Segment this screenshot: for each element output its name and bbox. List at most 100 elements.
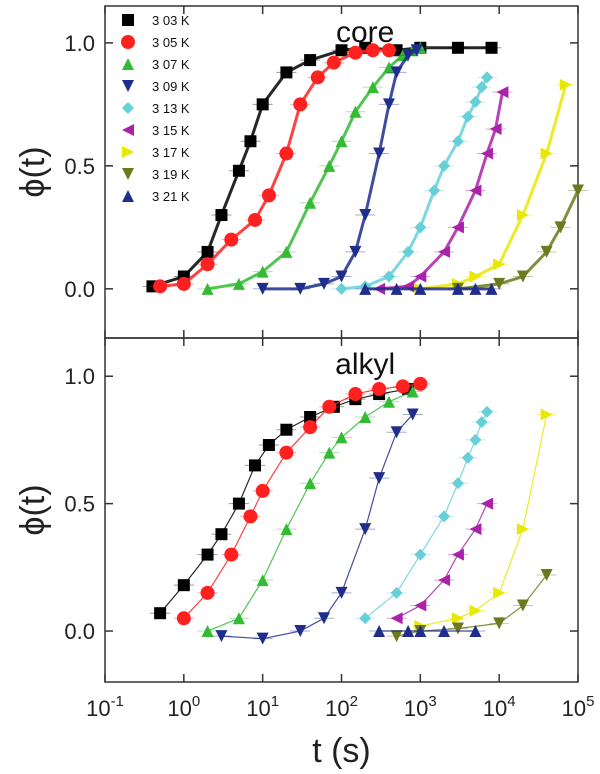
data-point [410,44,423,57]
x-tick-label: 103 [404,693,437,721]
data-point [395,379,410,394]
data-point [414,221,427,234]
data-point [451,477,464,490]
data-point [428,184,441,197]
data-point [318,612,331,625]
data-point [493,617,506,630]
data-point [294,282,307,295]
data-point [359,523,372,536]
legend-marker [121,35,135,49]
data-point [381,43,396,58]
legend-label: 3 19 K [152,167,190,182]
data-point [215,528,228,541]
data-point [390,426,403,439]
data-point [359,282,372,295]
series-line [364,411,488,619]
data-point [322,399,337,414]
data-point [469,625,482,638]
data-point [249,459,262,472]
data-point [480,405,493,418]
data-point [516,209,529,222]
data-point [262,439,275,452]
series-321K [355,282,502,295]
legend-label: 3 09 K [152,79,190,94]
series-309K [252,44,427,295]
data-point [540,568,553,581]
panel-alkyl: alkyl 0.0 0.5 1.0 ϕ(t) [14,337,579,683]
data-point [279,146,294,161]
data-point [294,625,307,638]
legend-label: 3 05 K [152,35,190,50]
data-point [480,497,493,510]
data-point [215,209,228,222]
data-point [323,446,336,459]
data-point [348,45,363,60]
data-point [232,612,245,625]
series-line [221,414,414,640]
data-point [540,147,553,160]
series-317K [410,408,557,632]
data-point [493,277,506,290]
data-point [256,265,269,278]
data-point [279,445,294,460]
data-point [261,188,276,203]
data-point [243,509,258,524]
x-tick-label: 100 [167,693,200,721]
x-axis-title: t (s) [312,732,371,770]
data-point [176,276,191,291]
data-point [559,78,572,91]
data-point [215,630,228,643]
data-point [335,135,348,148]
data-point [373,147,386,160]
data-point [359,612,372,625]
data-point [153,279,168,294]
data-point [349,105,362,118]
y-axis-title: ϕ(t) [14,146,52,197]
series-313K [331,71,497,295]
data-point [280,423,293,436]
data-point [390,282,403,295]
series-line [420,84,568,291]
series-313K [355,405,497,625]
data-point [489,122,502,135]
series-315K [369,86,513,295]
series-303K [150,382,419,620]
data-point [335,44,348,57]
legend-label: 3 21 K [152,189,190,204]
legend-label: 3 13 K [152,101,190,116]
data-point [256,98,269,111]
data-point [475,416,488,429]
legend-label: 3 07 K [152,57,190,72]
data-point [469,433,482,446]
data-point [390,612,403,625]
data-point [496,86,509,99]
series-307K [197,385,423,638]
data-point [414,599,427,612]
data-point [402,280,415,293]
data-point [232,277,245,290]
series-line [207,390,413,632]
data-point [366,81,379,94]
data-point [382,395,395,408]
data-point [469,95,482,108]
series-309K [211,408,423,645]
data-point [451,41,464,54]
data-point [382,270,395,283]
legend-marker [122,80,134,92]
data-point [540,408,553,421]
y-axis-title: ϕ(t) [14,484,52,535]
data-point [438,510,451,523]
data-point [304,410,317,423]
data-point [414,282,427,295]
data-point [348,387,363,402]
data-point [201,282,214,295]
data-point [414,270,427,283]
data-point [304,196,317,209]
data-point [438,625,451,638]
data-point [310,70,325,85]
legend-marker [122,190,134,202]
data-point [201,245,214,258]
y-tick-label: 0.5 [64,154,95,179]
